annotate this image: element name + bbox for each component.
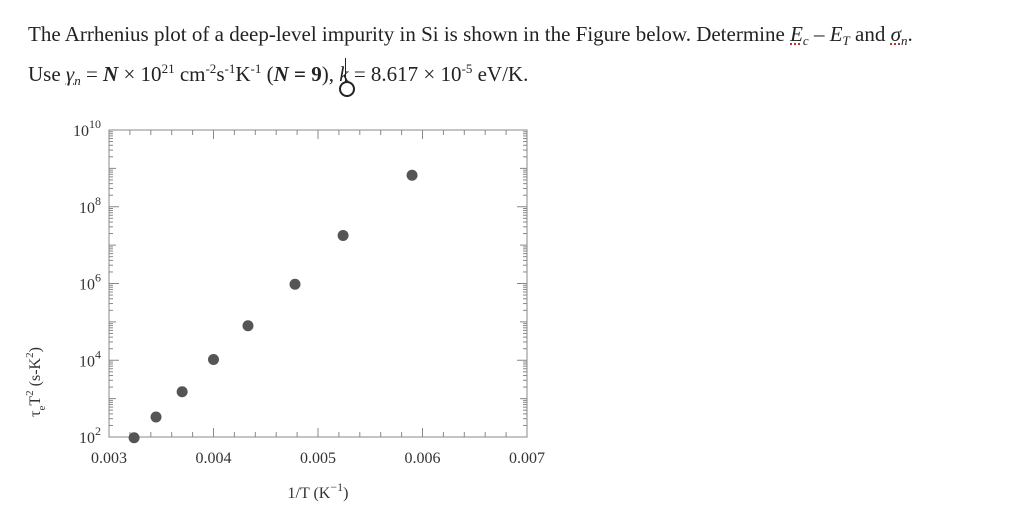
y-tick-label: 104 (79, 347, 101, 370)
x-axis-title: 1/T (K−1) (288, 480, 349, 502)
y-tick-label: 1010 (73, 117, 101, 140)
plot-tick-labels: 0.003 0.004 0.005 0.006 0.007 102 104 106 108 101… (73, 117, 545, 467)
plot-frame (108, 129, 528, 438)
y-tick-label: 108 (79, 194, 101, 217)
y-tick-label: 102 (79, 424, 101, 447)
gamma-symbol: γn (65, 62, 81, 88)
y-tick-label: 106 (79, 271, 101, 294)
problem-statement: The Arrhenius plot of a deep-level impur… (28, 20, 1008, 95)
text-cursor (345, 58, 346, 82)
x-tick-label: 0.004 (196, 450, 232, 467)
data-point (150, 411, 162, 423)
data-point (406, 169, 418, 181)
data-point (176, 386, 188, 398)
x-tick-label: 0.005 (300, 450, 336, 467)
plot-ticks (108, 129, 528, 438)
problem-line-1: The Arrhenius plot of a deep-level impur… (28, 22, 913, 48)
plot-box (108, 129, 528, 438)
arrhenius-plot: 0.003 0.004 0.005 0.006 0.007 102 104 106 108 101… (24, 117, 545, 502)
x-tick-label: 0.006 (405, 450, 441, 467)
x-tick-label: 0.003 (91, 450, 127, 467)
mouse-cursor-icon (339, 81, 355, 97)
data-point (337, 230, 349, 242)
data-point (289, 278, 301, 290)
sigma-symbol: σn (890, 22, 908, 48)
x-tick-label: 0.007 (509, 450, 545, 467)
data-point (242, 320, 254, 332)
data-point (208, 353, 219, 365)
data-point (128, 432, 140, 444)
y-axis-title: τeT2 (s-K2) (24, 347, 48, 417)
ec-symbol: Ec (790, 22, 809, 48)
plot-points (128, 169, 418, 444)
problem-line-2: Use γn = N × 1021 cm-2s-1K-1 (N = 9), k … (28, 61, 529, 88)
